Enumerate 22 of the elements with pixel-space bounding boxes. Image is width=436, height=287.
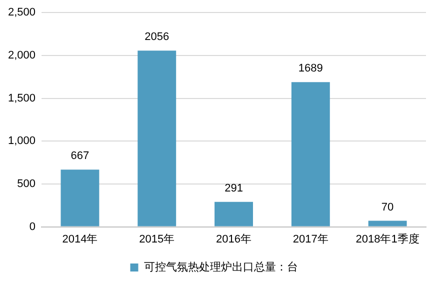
y-tick-label: 0 (29, 220, 36, 233)
x-tick-label: 2017年 (292, 233, 328, 246)
legend-label: 可控气氛热处理炉出口总量：台 (144, 260, 298, 274)
x-tick-label: 2014年 (62, 233, 98, 246)
y-tick-label: 2,000 (8, 49, 36, 62)
data-label: 1689 (298, 62, 323, 75)
x-tick-label: 2015年 (139, 233, 175, 246)
x-tick-label: 2016年 (216, 233, 252, 246)
y-tick-label: 1,000 (8, 135, 36, 148)
bar (138, 50, 176, 226)
data-label: 291 (224, 182, 243, 194)
bar (60, 170, 100, 226)
data-label: 2056 (144, 31, 170, 44)
bar (368, 220, 407, 226)
data-label: 70 (381, 201, 394, 214)
bar (291, 82, 330, 226)
y-tick-label: 2,500 (8, 6, 36, 19)
x-tick-label: 2018年1季度 (356, 232, 420, 246)
bar (214, 202, 253, 226)
y-tick-label: 1,500 (8, 92, 36, 104)
y-tick-label: 500 (17, 178, 36, 190)
data-label: 667 (70, 150, 90, 162)
